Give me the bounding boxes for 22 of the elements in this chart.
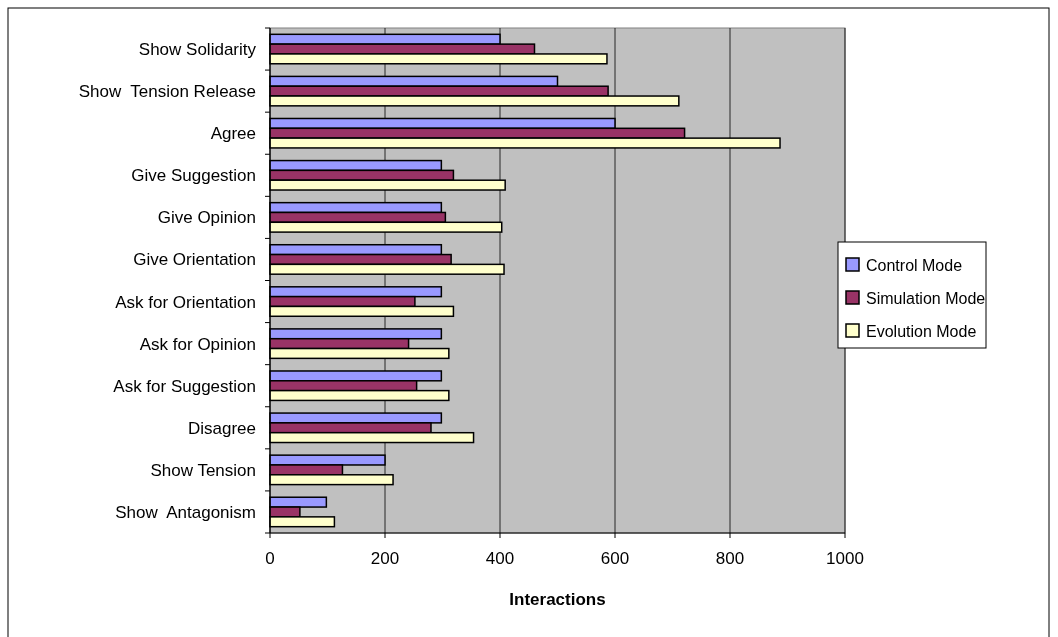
y-tick-label: Ask for Orientation <box>115 292 256 312</box>
y-tick-label: Show Antagonism <box>115 502 256 522</box>
y-tick-label: Show Tension <box>150 460 256 480</box>
y-tick-label: Ask for Opinion <box>139 334 256 354</box>
legend-label: Evolution Mode <box>866 323 977 340</box>
x-tick-label: 0 <box>265 549 275 568</box>
x-tick-label: 800 <box>715 549 745 568</box>
y-tick-label: Give Orientation <box>133 250 256 270</box>
legend-label: Simulation Mode <box>866 290 986 307</box>
y-tick-label: Show Tension Release <box>78 82 256 102</box>
y-tick-label: Show Solidarity <box>138 40 257 60</box>
x-tick-label: 1000 <box>826 549 864 568</box>
y-tick-label: Give Suggestion <box>131 166 256 186</box>
legend-label: Control Mode <box>866 257 963 274</box>
x-axis-title: Interactions <box>509 590 606 609</box>
y-tick-label: Give Opinion <box>157 208 256 228</box>
y-tick-label: Agree <box>210 124 256 144</box>
x-tick-label: 600 <box>600 549 630 568</box>
y-tick-label: Disagree <box>187 418 256 438</box>
x-tick-label: 400 <box>485 549 515 568</box>
y-tick-label: Ask for Suggestion <box>113 376 256 396</box>
x-tick-label: 200 <box>370 549 400 568</box>
